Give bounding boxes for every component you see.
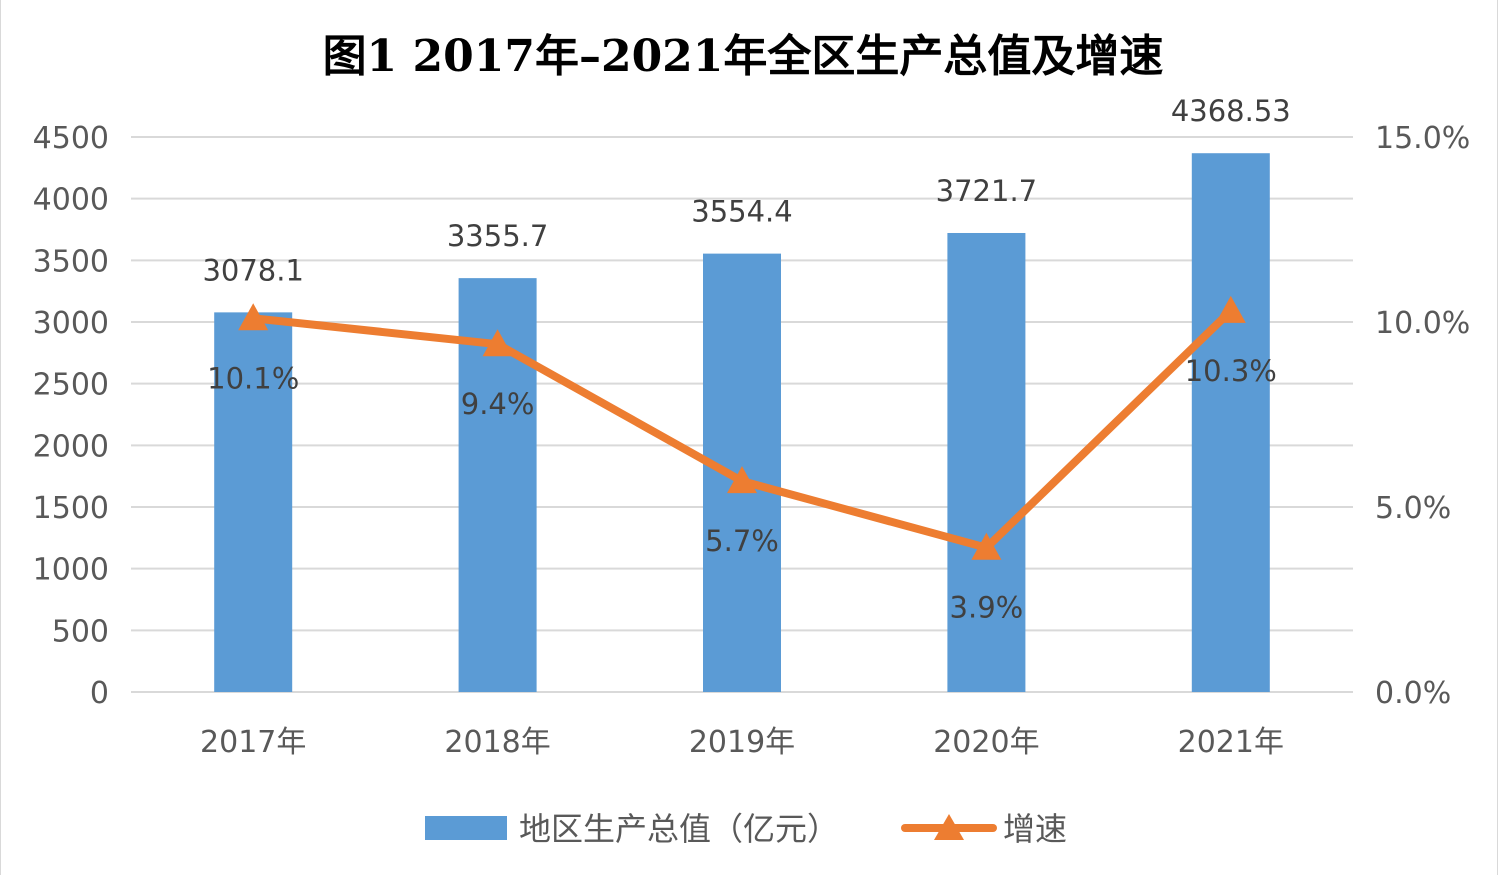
x-tick-label: 2019年 (689, 725, 795, 760)
right-axis: 0.0% 5.0% 10.0% 15.0% (1375, 121, 1470, 711)
y-left-tick-label: 3000 (33, 306, 109, 341)
triangle-marker (1215, 295, 1246, 323)
y-left-tick-label: 0 (90, 676, 109, 711)
y-left-tick-label: 4000 (33, 183, 109, 218)
growth-value-label: 10.3% (1185, 354, 1277, 388)
legend-label-gdp: 地区生产总值（亿元） (519, 810, 839, 848)
bar-value-label: 4368.53 (1171, 94, 1291, 128)
x-tick-label: 2018年 (444, 725, 550, 760)
triangle-marker (727, 466, 757, 494)
legend-swatch-bar (425, 816, 507, 840)
legend: 地区生产总值（亿元） 增速 (425, 810, 1067, 848)
growth-value-label: 3.9% (950, 591, 1024, 625)
x-tick-label: 2020年 (933, 725, 1039, 760)
bar (1191, 153, 1270, 693)
chart-title: 图1 2017年–2021年全区生产总值及增速 (323, 31, 1164, 82)
y-right-tick-label: 10.0% (1375, 306, 1470, 341)
bar (214, 312, 293, 692)
bar (947, 232, 1026, 692)
legend-triangle-icon (934, 814, 964, 840)
growth-value-label: 9.4% (461, 387, 535, 421)
y-left-tick-label: 500 (52, 614, 109, 649)
x-axis: 2017年 2018年 2019年 2020年 2021年 (200, 725, 1284, 760)
y-left-tick-label: 2000 (33, 429, 109, 464)
growth-value-label: 5.7% (705, 524, 779, 558)
triangle-marker (482, 329, 513, 357)
triangle-marker (971, 532, 1002, 560)
y-left-tick-label: 1000 (33, 553, 109, 588)
y-left-tick-label: 3500 (33, 244, 109, 279)
x-tick-label: 2017年 (200, 725, 306, 760)
y-left-tick-label: 4500 (33, 121, 109, 156)
left-axis: 0 500 1000 1500 2000 2500 3000 3500 4000 4500 (33, 121, 109, 711)
y-left-tick-label: 2500 (33, 368, 109, 403)
bar-value-label: 3078.1 (202, 253, 303, 287)
y-left-tick-label: 1500 (33, 491, 109, 526)
triangle-marker (238, 303, 269, 331)
bar-value-label: 3554.4 (691, 195, 792, 229)
y-right-tick-label: 15.0% (1375, 121, 1470, 156)
growth-value-label: 10.1% (207, 361, 299, 395)
legend-label-growth: 增速 (1003, 810, 1067, 848)
y-right-tick-label: 0.0% (1375, 676, 1451, 711)
y-right-tick-label: 5.0% (1375, 491, 1451, 526)
x-tick-label: 2021年 (1178, 725, 1284, 760)
bar-value-label: 3721.7 (936, 174, 1037, 208)
bar-value-label: 3355.7 (447, 219, 548, 253)
data-labels: 3078.1 3355.7 3554.4 3721.7 4368.53 10.1% 9.4%… (202, 94, 1290, 624)
line-series (238, 295, 1246, 560)
